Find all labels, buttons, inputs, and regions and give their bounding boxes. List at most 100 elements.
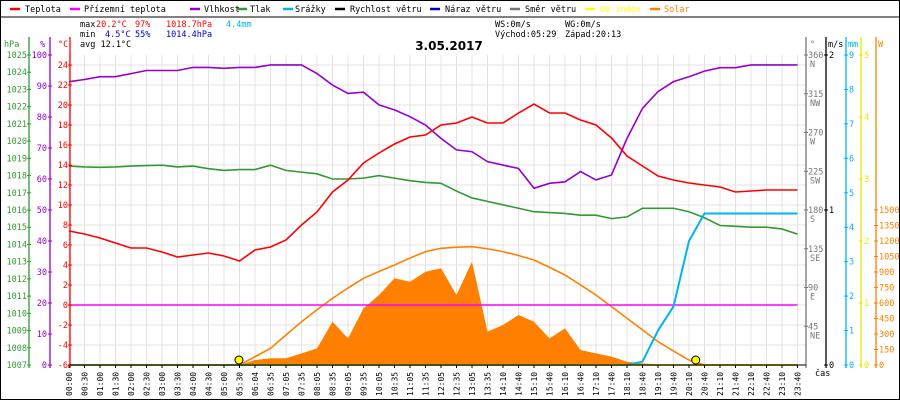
x-axis-tick-label: 19:40 bbox=[670, 372, 679, 396]
axis-tick-label-temperature: 10 bbox=[58, 201, 68, 211]
axis-tick-label-temperature: -4 bbox=[58, 341, 68, 351]
x-axis-tick-label: 15:10 bbox=[530, 372, 539, 396]
axis-tick-label-pressure: 1018 bbox=[7, 172, 27, 182]
x-axis-tick-label: 07:35 bbox=[298, 372, 307, 396]
axis-tick-label-temperature: 4 bbox=[63, 261, 68, 271]
legend-label: Teplota bbox=[25, 5, 61, 15]
stat-min-pressure: 1014.4hPa bbox=[166, 30, 212, 40]
axis-tick-label-uv: 0 bbox=[864, 361, 869, 371]
x-axis-tick-label: 18:10 bbox=[623, 372, 632, 396]
axis-tick-label-humidity: 20 bbox=[37, 299, 47, 309]
x-axis-tick-label: 20:10 bbox=[685, 372, 694, 396]
axis-tick-label-solar: 1500 bbox=[879, 206, 899, 216]
axis-tick-label-temperature: 20 bbox=[58, 101, 68, 111]
x-axis-tick-label: 08:35 bbox=[329, 372, 338, 396]
axis-tick-label-direction: 315 bbox=[808, 90, 823, 100]
x-axis-tick-label: 12:05 bbox=[437, 372, 446, 396]
x-axis-tick-label: 11:35 bbox=[422, 372, 431, 396]
x-axis-tick-label: 01:30 bbox=[112, 372, 121, 396]
legend-label: Solar bbox=[664, 5, 690, 15]
axis-tick-label-humidity: 50 bbox=[37, 206, 47, 216]
axis-tick-label-direction: 225 bbox=[808, 167, 823, 177]
axis-tick-label-temperature: -2 bbox=[58, 321, 68, 331]
x-axis-tick-label: 03:30 bbox=[174, 372, 183, 396]
axis-tick-label-direction: 180 bbox=[808, 206, 823, 216]
axis-tick-label-direction: 90 bbox=[808, 284, 818, 294]
x-axis-tick-label: 00:00 bbox=[65, 372, 74, 396]
grid bbox=[68, 55, 806, 366]
axis-tick-label-rain: 0 bbox=[849, 361, 854, 371]
axis-tick-label-pressure: 1021 bbox=[7, 120, 27, 130]
axis-title-humidity: % bbox=[40, 40, 45, 50]
compass-label: W bbox=[810, 138, 816, 148]
compass-label: N bbox=[810, 60, 815, 70]
x-axis-tick-label: 13:05 bbox=[468, 372, 477, 396]
x-axis-tick-label: 09:35 bbox=[360, 372, 369, 396]
series-line-teplota bbox=[68, 103, 798, 262]
axis-tick-label-humidity: 90 bbox=[37, 82, 47, 92]
stat-rain-total: 4.4mm bbox=[226, 20, 252, 30]
legend-label: Náraz větru bbox=[445, 5, 501, 15]
sunrise-marker bbox=[234, 355, 244, 365]
x-axis-tick-label: 02:30 bbox=[143, 372, 152, 396]
x-axis-tick-label: 07:05 bbox=[282, 372, 291, 396]
chart-title: 3.05.2017 bbox=[415, 39, 483, 53]
stat-max-pressure: 1018.7hPa bbox=[166, 20, 212, 30]
axis-tick-label-wind: 1 bbox=[829, 206, 834, 216]
axis-tick-label-rain: 3 bbox=[849, 258, 854, 268]
compass-label: NE bbox=[810, 331, 820, 341]
axis-tick-label-pressure: 1025 bbox=[7, 51, 27, 61]
legend-label: Směr větru bbox=[525, 5, 576, 15]
x-axis-tick-label: 03:00 bbox=[158, 372, 167, 396]
series-area-solar bbox=[69, 261, 798, 365]
series-line-vlhkost bbox=[68, 64, 798, 190]
stat-wind-gust: WG:0m/s bbox=[565, 20, 601, 30]
x-axis-tick-label: 04:00 bbox=[189, 372, 198, 396]
axis-tick-label-solar: 750 bbox=[879, 284, 894, 294]
axis-tick-label-temperature: 16 bbox=[58, 141, 68, 151]
axis-title-solar: W bbox=[878, 40, 884, 50]
legend-label: Rychlost větru bbox=[350, 5, 422, 15]
axis-tick-label-direction: 360 bbox=[808, 51, 823, 61]
x-axis-tick-label: 20:40 bbox=[701, 372, 710, 396]
axis-tick-label-solar: 600 bbox=[879, 299, 894, 309]
axis-tick-label-pressure: 1023 bbox=[7, 85, 27, 95]
axis-tick-label-pressure: 1008 bbox=[7, 344, 27, 354]
stat-max-temp: 20.2°C bbox=[96, 20, 127, 30]
compass-label: NW bbox=[810, 99, 821, 109]
stat-max-humidity: 97% bbox=[135, 20, 150, 30]
x-axis-tick-label: 22:10 bbox=[747, 372, 756, 396]
axis-tick-label-temperature: 0 bbox=[63, 301, 68, 311]
axis-tick-label-pressure: 1014 bbox=[7, 240, 27, 250]
axis-tick-label-pressure: 1011 bbox=[7, 292, 27, 302]
axis-tick-label-temperature: 24 bbox=[58, 61, 68, 71]
x-axis-tick-label: 10:35 bbox=[391, 372, 400, 396]
axis-tick-label-pressure: 1012 bbox=[7, 275, 27, 285]
axis-tick-label-rain: 2 bbox=[849, 292, 854, 302]
x-axis-tick-label: 12:35 bbox=[453, 372, 462, 396]
x-axis-tick-label: 09:05 bbox=[344, 372, 353, 396]
axis-tick-label-direction: 270 bbox=[808, 129, 823, 139]
compass-label: E bbox=[810, 293, 815, 303]
x-axis-tick-label: 17:40 bbox=[608, 372, 617, 396]
axis-tick-label-pressure: 1007 bbox=[7, 361, 27, 371]
axis-tick-label-uv: 5 bbox=[864, 51, 869, 61]
axis-tick-label-pressure: 1024 bbox=[7, 68, 27, 78]
stat-min-temp: 4.5°C bbox=[105, 30, 131, 40]
x-axis-tick-label: 23:10 bbox=[778, 372, 787, 396]
legend-label: UV index bbox=[600, 5, 641, 15]
axis-tick-label-pressure: 1022 bbox=[7, 103, 27, 113]
axis-tick-label-pressure: 1015 bbox=[7, 223, 27, 233]
axis-tick-label-temperature: 6 bbox=[63, 241, 68, 251]
legend-label: Přízemní teplota bbox=[84, 5, 166, 15]
x-axis-labels: 00:00 00:30 01:00 01:30 02:00 02:30 03:00 03:30… bbox=[65, 364, 806, 396]
axis-title-direction: ° bbox=[810, 40, 815, 50]
axis-tick-label-uv: 3 bbox=[864, 175, 869, 185]
axis-tick-label-temperature: 12 bbox=[58, 181, 68, 191]
x-axis-tick-label: 01:00 bbox=[96, 372, 105, 396]
axis-title-rain: mm bbox=[848, 40, 858, 50]
axis-tick-label-humidity: 40 bbox=[37, 237, 47, 247]
axis-tick-label-solar: 1350 bbox=[879, 222, 899, 232]
stat-min-label: min bbox=[80, 30, 95, 40]
